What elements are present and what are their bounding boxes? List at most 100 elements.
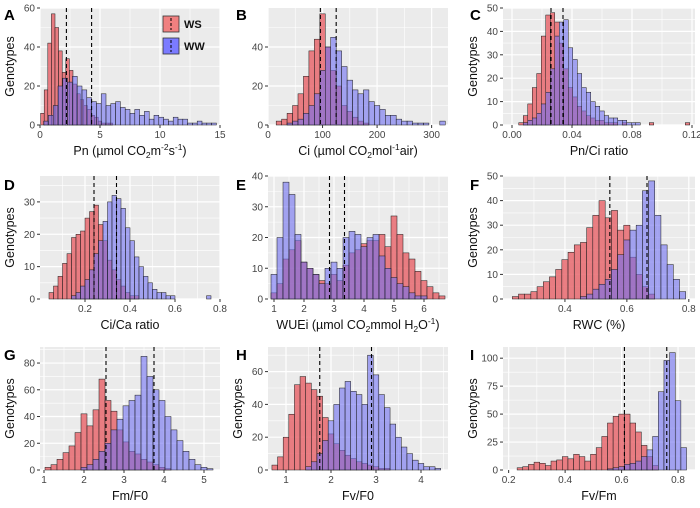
bar-ww (342, 237, 350, 300)
bar-ws (294, 384, 301, 471)
y-tick-label: 40 (24, 412, 36, 423)
bar-ww (401, 120, 408, 126)
x-tick-label: 0.2 (78, 304, 92, 315)
bar-ww (124, 109, 131, 126)
x-tick-label: 3 (373, 475, 379, 486)
y-tick-label: 50 (487, 4, 499, 15)
bar-ww (200, 467, 208, 471)
x-axis-label-part: air) (400, 144, 418, 158)
bar-ww (363, 89, 370, 126)
bar-ww (129, 113, 136, 126)
bar-ww (288, 194, 296, 300)
bar-ww (390, 115, 397, 126)
x-tick-label: 0 (265, 130, 271, 141)
panel-letter: D (4, 177, 15, 194)
bar-ww (176, 440, 184, 471)
panel-a: 0 5 10 15 0 20 40 60 Genotypes Pn (µmol CO2m-2s-1… (3, 4, 226, 161)
bar-ww (43, 120, 49, 126)
bar-ww (303, 113, 310, 126)
x-tick-label: 300 (423, 130, 440, 141)
x-axis-label: Fv/F0 (342, 489, 374, 503)
y-tick-label: 30 (252, 202, 264, 213)
x-axis-label-part: -1 (392, 142, 400, 152)
bar-ws (607, 422, 614, 471)
bar-ws (518, 122, 524, 126)
x-tick-label: 10 (154, 130, 166, 141)
bar-ws (43, 89, 49, 126)
x-tick-label: 0.12 (682, 130, 700, 141)
bar-ww (80, 467, 88, 471)
bar-ws (288, 413, 295, 471)
bar-ww (146, 376, 154, 471)
bar-ww (134, 394, 142, 471)
bar-ww (604, 279, 612, 300)
bar-ww (674, 400, 682, 471)
x-axis-label: WUEi (µmol CO2mmol H2O-1) (276, 316, 439, 334)
bar-ws (71, 237, 77, 300)
bar-ww (357, 93, 364, 126)
bar-ww (577, 73, 582, 126)
x-tick-label: 1 (41, 475, 47, 486)
bar-ww (306, 268, 314, 300)
y-tick-label: 50 (487, 410, 499, 421)
x-axis-label-part: m (151, 144, 161, 158)
x-axis-label-part: 2 (146, 150, 151, 160)
bar-ww (629, 463, 636, 471)
bar-ws (562, 456, 569, 471)
bar-ww (341, 66, 348, 126)
bar-ww (84, 279, 90, 300)
x-axis-label-part: -1 (175, 142, 183, 152)
bar-ws (68, 445, 76, 471)
bar-ws (545, 465, 552, 471)
bar-ww (93, 253, 99, 300)
bar-ww (120, 107, 126, 126)
x-axis-label: Fm/F0 (112, 489, 148, 503)
bar-ww (624, 464, 631, 471)
bar-ww (604, 115, 609, 126)
y-axis-label: Genotypes (3, 378, 17, 438)
bar-ww (206, 122, 212, 126)
bar-ww (395, 436, 402, 471)
x-tick-label: 0.6 (620, 304, 634, 315)
bar-ww (52, 105, 59, 126)
bar-ws (595, 447, 603, 471)
bar-ww (170, 429, 178, 471)
bar-ww (423, 122, 430, 126)
x-axis-label: RWC (%) (573, 318, 626, 332)
bar-ww (368, 101, 375, 126)
y-tick-label: 40 (252, 400, 264, 411)
bar-ww (532, 117, 537, 126)
x-axis-label-part: Ci (µmol CO (298, 144, 367, 158)
x-tick-label: 0.4 (558, 304, 572, 315)
bar-ww (626, 122, 632, 126)
bar-ww (96, 103, 102, 126)
x-axis-label-part: Pn/Ci ratio (570, 144, 628, 158)
bar-ww (294, 234, 302, 300)
x-tick-label: 1 (283, 475, 289, 486)
bar-ww (679, 291, 686, 300)
bar-ws (649, 122, 654, 126)
x-tick-label: 5 (391, 304, 397, 315)
bar-ww (654, 215, 662, 300)
x-axis-label: Fv/Fm (581, 489, 616, 503)
y-tick-label: 10 (252, 264, 264, 275)
y-tick-label: 40 (252, 172, 264, 183)
bar-ww (406, 453, 413, 471)
bar-ww (660, 244, 668, 300)
bar-ww (439, 120, 446, 126)
bar-ww (622, 120, 627, 126)
y-tick-label: 40 (24, 43, 36, 54)
bar-ww (120, 208, 126, 300)
bar-ww (635, 122, 641, 126)
bar-ws (567, 252, 575, 300)
y-tick-label: 10 (487, 270, 499, 281)
bar-ws (512, 296, 519, 300)
bar-ws (536, 286, 544, 300)
x-axis-label-part: RWC (%) (573, 318, 626, 332)
y-tick-label: 40 (252, 43, 264, 54)
bar-ww (354, 234, 362, 300)
bar-ws (528, 464, 535, 471)
bar-ww (372, 234, 380, 300)
bar-ww (129, 240, 135, 300)
